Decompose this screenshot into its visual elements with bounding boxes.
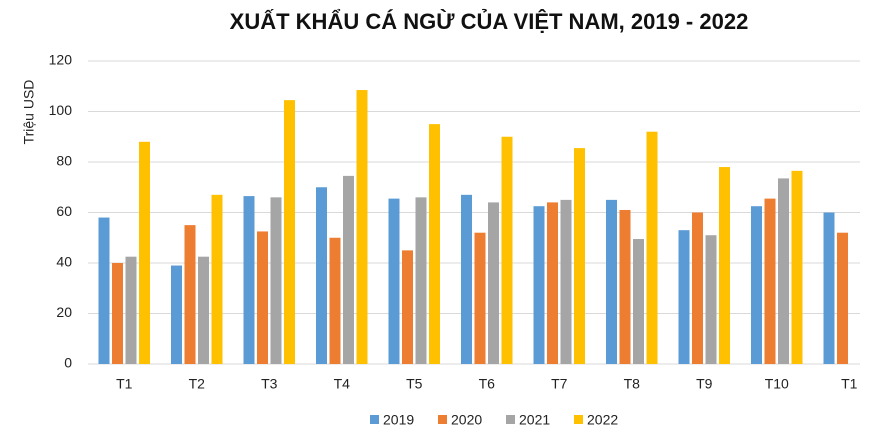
bar bbox=[606, 199, 617, 364]
bar bbox=[329, 237, 341, 364]
y-tick-label: 60 bbox=[56, 203, 72, 219]
bar bbox=[719, 167, 730, 364]
bar bbox=[415, 197, 427, 364]
bar bbox=[705, 235, 717, 364]
bar bbox=[356, 90, 368, 364]
legend-label: 2021 bbox=[519, 412, 550, 428]
y-tick-label: 80 bbox=[56, 153, 72, 169]
y-tick-label: 40 bbox=[56, 254, 72, 270]
legend-label: 2022 bbox=[587, 412, 618, 428]
bar bbox=[751, 206, 762, 364]
bar bbox=[429, 124, 440, 364]
bar bbox=[501, 136, 513, 364]
bar bbox=[125, 256, 137, 364]
x-tick-label: T2 bbox=[189, 376, 206, 392]
x-tick-label: T8 bbox=[624, 376, 641, 392]
bar bbox=[171, 265, 182, 364]
bar bbox=[184, 225, 196, 364]
bar bbox=[474, 232, 486, 364]
bar bbox=[778, 178, 789, 364]
y-axis-label: Triệu USD bbox=[21, 80, 37, 145]
x-tick-label: T6 bbox=[479, 376, 496, 392]
bar bbox=[270, 197, 282, 364]
bar bbox=[646, 131, 658, 364]
bar bbox=[98, 217, 110, 364]
bar bbox=[257, 231, 268, 364]
bar bbox=[488, 202, 499, 364]
bar bbox=[574, 148, 585, 364]
bar bbox=[316, 187, 327, 364]
bar bbox=[619, 209, 631, 364]
bar bbox=[633, 239, 644, 364]
x-tick-label: T4 bbox=[334, 376, 351, 392]
x-tick-label: T1 bbox=[116, 376, 133, 392]
bar bbox=[211, 194, 223, 364]
legend-swatch bbox=[574, 415, 583, 424]
bar bbox=[139, 141, 150, 364]
legend-label: 2019 bbox=[383, 412, 414, 428]
bar bbox=[692, 212, 703, 364]
legend-swatch bbox=[506, 415, 515, 424]
legend-label: 2020 bbox=[451, 412, 482, 428]
x-tick-label: T3 bbox=[261, 376, 278, 392]
x-tick-label: T5 bbox=[406, 376, 423, 392]
bar bbox=[764, 198, 776, 364]
bar bbox=[547, 202, 558, 364]
y-tick-label: 20 bbox=[56, 304, 72, 320]
bar bbox=[678, 230, 690, 364]
x-tick-label: T9 bbox=[696, 376, 713, 392]
bar bbox=[560, 199, 572, 364]
bar bbox=[343, 175, 354, 364]
chart-title: XUẤT KHẨU CÁ NGỪ CỦA VIỆT NAM, 2019 - 20… bbox=[230, 9, 749, 34]
x-tick-label: T7 bbox=[551, 376, 568, 392]
bar bbox=[243, 196, 255, 364]
bar bbox=[823, 212, 835, 364]
bar bbox=[198, 256, 209, 364]
bar bbox=[461, 194, 472, 364]
bar bbox=[791, 170, 803, 364]
legend-swatch bbox=[370, 415, 379, 424]
bar bbox=[533, 206, 545, 364]
legend-swatch bbox=[438, 415, 447, 424]
bar bbox=[402, 250, 413, 364]
bar bbox=[388, 198, 400, 364]
bar bbox=[284, 100, 295, 364]
bar bbox=[112, 263, 123, 364]
bar bbox=[837, 232, 848, 364]
y-tick-label: 100 bbox=[49, 102, 73, 118]
x-tick-label: T1 bbox=[841, 376, 858, 392]
y-tick-label: 0 bbox=[64, 355, 72, 371]
y-tick-label: 120 bbox=[49, 52, 73, 68]
x-tick-label: T10 bbox=[765, 376, 789, 392]
